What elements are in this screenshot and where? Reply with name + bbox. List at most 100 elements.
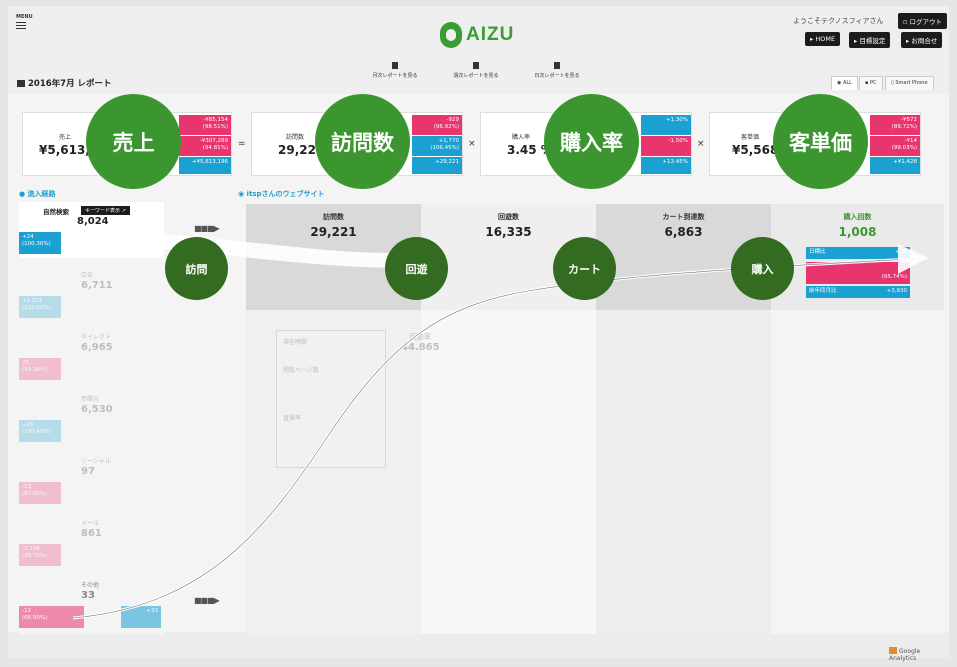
funnel-step-value: 29,221	[310, 225, 357, 239]
source-name: メール	[81, 520, 100, 527]
app-frame: MENU AIZU ようこそテクノスフィアさん ▫ ログアウト ▸ HOME ▸…	[8, 6, 949, 662]
source-row[interactable]: メール 861 -2,139 (28.70%)	[19, 514, 164, 570]
sub-funnel-rate-label: 回遊率	[409, 333, 431, 341]
source-name: 自然検索	[43, 208, 69, 216]
bubble-cart: カート	[553, 237, 616, 300]
contact-label: お問合せ	[911, 37, 938, 45]
sub-funnel-row: 閲覧ページ数	[283, 367, 319, 374]
source-goal-badge: -13 (87.00%)	[19, 482, 61, 504]
source-row[interactable]: その他 33 -12 (66.00%) +33	[19, 576, 164, 632]
inflow-title-text: 流入経路	[27, 190, 56, 198]
kpi-aov-goal-strip: -¥572 (89.72%)	[870, 115, 920, 135]
funnel-step-value: 1,008	[838, 225, 877, 239]
weekly-report-label: 週次レポートを見る	[453, 73, 499, 79]
ga-credit: Google Analytics	[889, 647, 949, 662]
logout-button[interactable]: ▫ ログアウト	[898, 13, 947, 29]
purchase-yoy-value: +3,930	[886, 288, 907, 294]
source-value: 8,024	[77, 216, 109, 227]
menu-button[interactable]: MENU	[16, 14, 33, 29]
source-goal-badge: -12 (66.00%)	[19, 606, 84, 628]
source-name: 参照元	[81, 396, 100, 403]
source-row[interactable]: 参照元 6,530 +26 (100.40%)	[19, 390, 164, 446]
home-button[interactable]: ▸ HOME	[805, 32, 841, 46]
source-name: ダイレクト	[81, 334, 112, 341]
daily-report-label: 日次レポートを見る	[534, 73, 580, 79]
source-goal-badge: +24 (100.30%)	[19, 232, 61, 254]
kpi-visits-value: 29,221	[278, 143, 325, 157]
tab-smartphone[interactable]: ▯ Smart Phone	[885, 76, 934, 90]
keyword-button[interactable]: キーワード表示 ↗	[81, 206, 130, 215]
goal-setting-button[interactable]: ▸ 目標設定	[849, 32, 891, 48]
page-title-text: 2016年7月 レポート	[28, 79, 112, 89]
source-value: 861	[81, 528, 102, 539]
source-goal-badge: 25 (99.38%)	[19, 358, 61, 380]
monthly-report-link[interactable]: 月次レポートを見る	[365, 62, 425, 79]
source-goal-badge: +26 (100.40%)	[19, 420, 61, 442]
bubble-cvr: 購入率	[544, 94, 639, 189]
tab-pc[interactable]: ▪ PC	[859, 76, 883, 90]
bubble-purchase: 購入	[731, 237, 794, 300]
kpi-sales-yoy-strip: -¥307,289 (94.81%)	[179, 136, 231, 156]
menu-label: MENU	[16, 14, 33, 20]
contact-button[interactable]: ▸ お問合せ	[901, 32, 943, 48]
bubble-visit: 訪問	[165, 237, 228, 300]
flow-arrow-icon: ■■■▶	[194, 224, 220, 233]
tab-all[interactable]: ◉ ALL	[831, 76, 858, 90]
kpi-aov-value: ¥5,568	[732, 143, 779, 157]
calendar-icon	[17, 80, 25, 87]
kpi-visits-goal-strip: -929 (96.92%)	[412, 115, 462, 135]
document-icon	[392, 62, 398, 69]
funnel-step-title: 訪問数	[323, 213, 344, 221]
bubble-visits: 訪問数	[315, 94, 410, 189]
source-value: 33	[81, 590, 95, 601]
inflow-list: 自然検索 キーワード表示 ↗ 8,024 +24 (100.30%) 広告 6,…	[19, 202, 164, 634]
purchase-yoy-diff-strip: 前年同月比 +3,930	[806, 286, 910, 298]
inflow-section-title: ● 流入経路	[19, 190, 56, 198]
sub-funnel-panel: 滞在時間 閲覧ページ数 直帰率	[276, 330, 386, 468]
kpi-cvr-diff-strip: +13.45%	[641, 157, 691, 174]
source-name: 広告	[81, 272, 94, 279]
logo-text: AIZU	[466, 24, 515, 45]
source-yoy-badge: +33	[121, 606, 161, 628]
source-row[interactable]: ダイレクト 6,965 25 (99.38%)	[19, 328, 164, 384]
purchase-goal-label: 日標比	[809, 249, 826, 255]
kpi-sales-value: ¥5,613,1	[39, 143, 99, 157]
funnel-step-purchase[interactable]: 購入回数 1,008 日標比 +28 (95.74%) 前年同月比 +3,930	[771, 204, 944, 310]
source-value: 97	[81, 466, 95, 477]
sub-funnel-rate-value: 44.865	[401, 342, 440, 353]
flow-curve-line	[72, 257, 929, 619]
source-row[interactable]: 広告 6,711 +1,211 (122.02%)	[19, 266, 164, 322]
kpi-visits-diff-strip: +29,221	[412, 157, 462, 174]
kpi-aov-diff-strip: +¥1,428	[870, 157, 920, 174]
bubble-browse: 回遊	[385, 237, 448, 300]
daily-report-link[interactable]: 日次レポートを見る	[527, 62, 587, 79]
kpi-sales-diff-strip: +¥5,613,196	[179, 157, 231, 174]
kpi-sales-label: 売上	[59, 134, 72, 141]
sub-funnel-row: 滞在時間	[283, 339, 308, 346]
welcome-text: ようこそテクノスフィアさん	[793, 17, 884, 25]
flow-arrowhead-icon	[898, 244, 928, 274]
times-operator: ×	[697, 139, 705, 149]
times-operator: ×	[468, 139, 476, 149]
kpi-cvr-value: 3.45 %	[507, 143, 553, 157]
logo-mark-icon	[440, 22, 462, 48]
source-row[interactable]: ソーシャル 97 -13 (87.00%)	[19, 452, 164, 508]
logout-icon: ▫	[903, 18, 910, 26]
bubble-sales: 売上	[86, 94, 181, 189]
goal-label: 目標設定	[859, 37, 886, 45]
source-organic[interactable]: 自然検索 キーワード表示 ↗ 8,024 +24 (100.30%)	[19, 202, 164, 258]
source-name: その他	[81, 582, 100, 589]
weekly-report-link[interactable]: 週次レポートを見る	[446, 62, 506, 79]
kpi-sales-goal-strip: -¥85,154 (98.51%)	[179, 115, 231, 135]
funnel-step-title: カート到達数	[662, 213, 705, 221]
funnel-detail-visits	[246, 310, 421, 634]
logo[interactable]: AIZU	[440, 20, 514, 50]
flow-arrow-icon: ■■■▶	[194, 596, 220, 605]
sub-funnel-rate: 回遊率 44.865	[401, 332, 440, 353]
kpi-visits-yoy-strip: +1,770 (106.45%)	[412, 136, 462, 156]
ga-credit-text: Google Analytics	[889, 648, 921, 662]
document-icon	[473, 62, 479, 69]
funnel-step-value: 6,863	[664, 225, 703, 239]
site-title-text: itspさんのウェブサイト	[246, 190, 325, 198]
kpi-visits-label: 訪問数	[286, 134, 305, 141]
